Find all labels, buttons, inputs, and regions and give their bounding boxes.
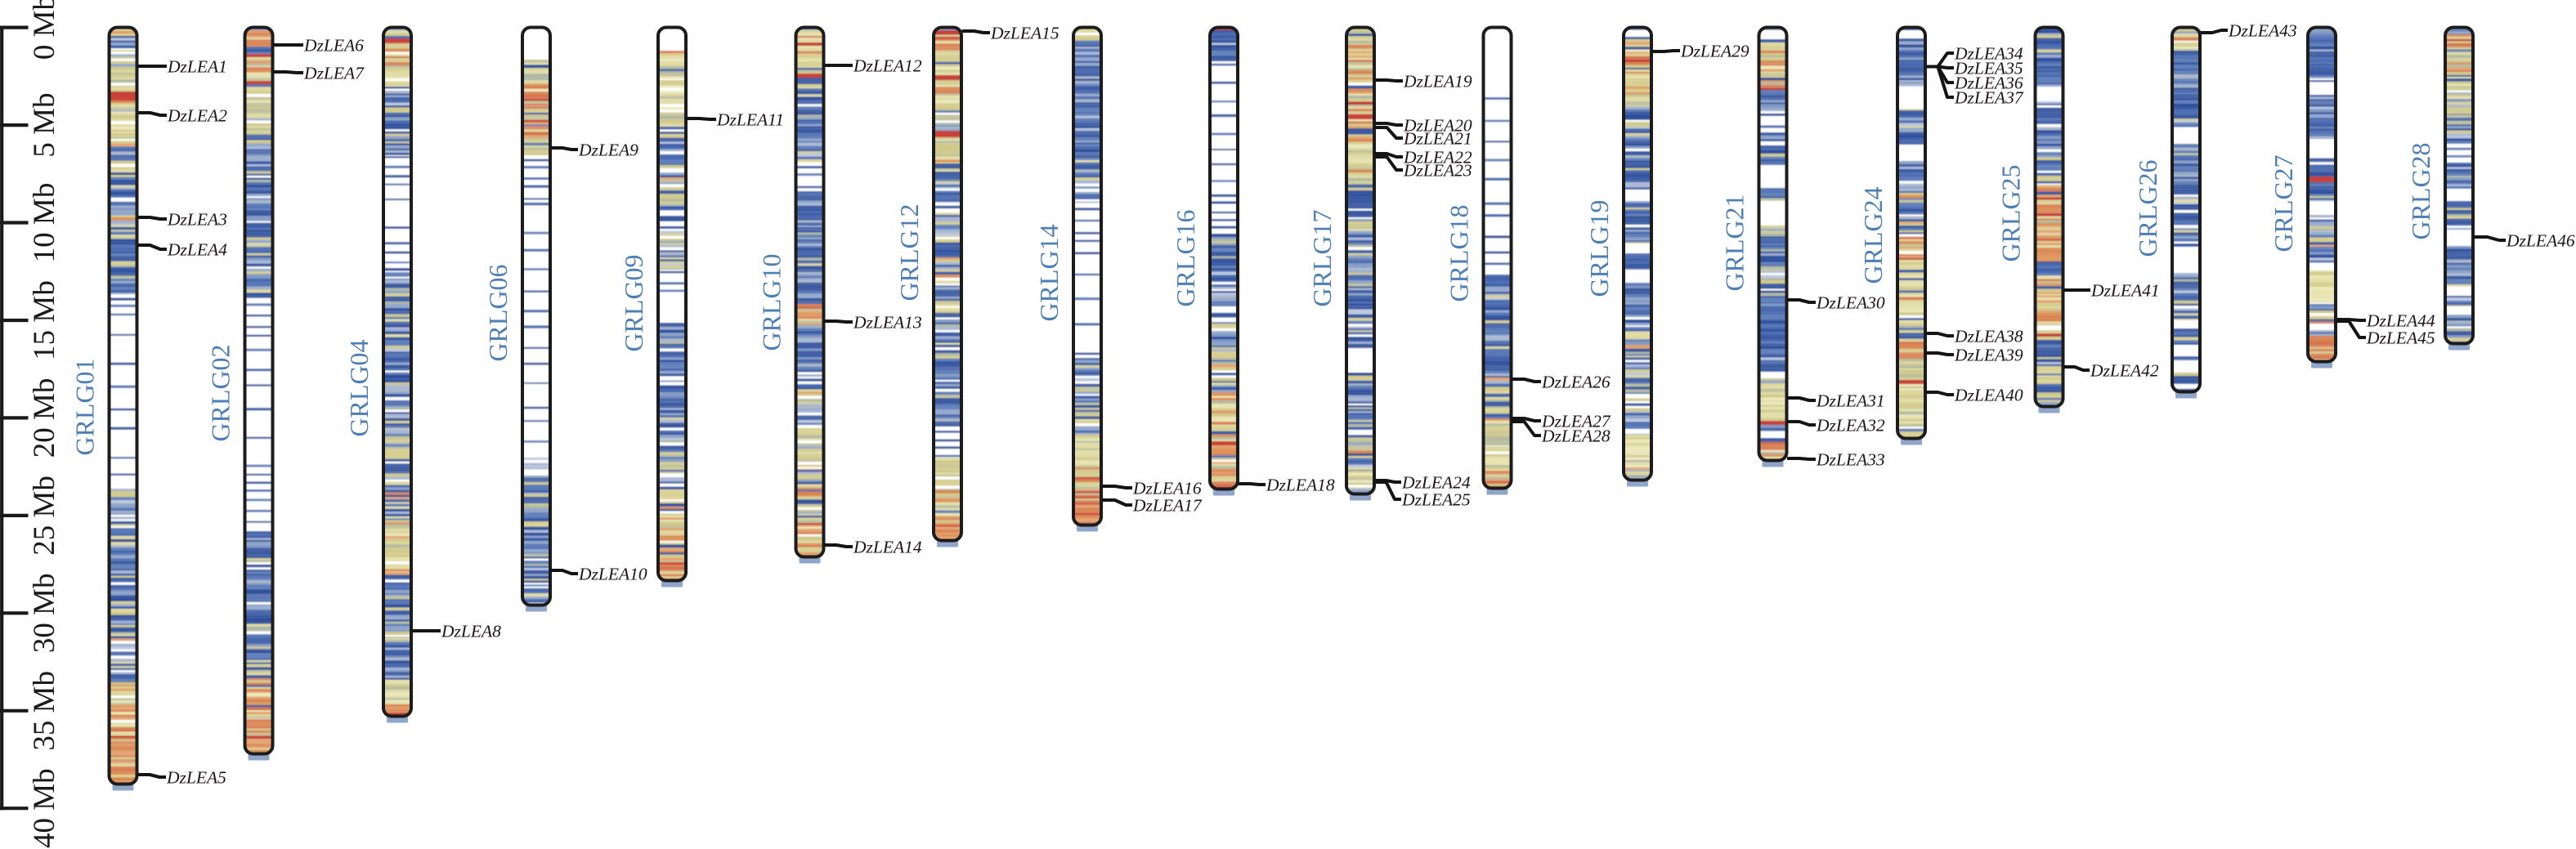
svg-text:DzLEA43: DzLEA43 xyxy=(2228,20,2297,40)
svg-text:DzLEA5: DzLEA5 xyxy=(166,767,226,787)
svg-text:DzLEA28: DzLEA28 xyxy=(1541,426,1611,445)
svg-text:DzLEA14: DzLEA14 xyxy=(853,537,922,556)
svg-text:DzLEA11: DzLEA11 xyxy=(716,109,784,129)
svg-text:DzLEA32: DzLEA32 xyxy=(1816,415,1885,435)
svg-text:DzLEA38: DzLEA38 xyxy=(1954,326,2023,346)
svg-text:DzLEA6: DzLEA6 xyxy=(303,35,364,55)
svg-text:DzLEA45: DzLEA45 xyxy=(2366,328,2435,347)
svg-text:DzLEA36: DzLEA36 xyxy=(1954,73,2023,92)
svg-text:DzLEA35: DzLEA35 xyxy=(1954,58,2023,78)
svg-text:10 Mb: 10 Mb xyxy=(28,183,61,263)
svg-text:DzLEA12: DzLEA12 xyxy=(853,56,922,75)
svg-text:DzLEA46: DzLEA46 xyxy=(2506,230,2575,250)
svg-text:DzLEA23: DzLEA23 xyxy=(1403,160,1472,180)
svg-text:DzLEA34: DzLEA34 xyxy=(1954,43,2023,63)
svg-text:40 Mb: 40 Mb xyxy=(28,768,61,848)
svg-text:DzLEA30: DzLEA30 xyxy=(1816,293,1885,312)
svg-text:DzLEA17: DzLEA17 xyxy=(1132,495,1203,515)
svg-text:DzLEA9: DzLEA9 xyxy=(578,140,638,159)
svg-text:DzLEA41: DzLEA41 xyxy=(2090,280,2160,300)
svg-text:GRLG16: GRLG16 xyxy=(1171,209,1200,306)
svg-text:GRLG09: GRLG09 xyxy=(619,254,648,351)
svg-text:DzLEA18: DzLEA18 xyxy=(1266,475,1335,494)
svg-text:GRLG19: GRLG19 xyxy=(1584,199,1614,297)
svg-text:GRLG12: GRLG12 xyxy=(894,203,924,301)
svg-text:DzLEA3: DzLEA3 xyxy=(167,209,227,229)
svg-text:DzLEA21: DzLEA21 xyxy=(1403,128,1472,148)
svg-text:DzLEA24: DzLEA24 xyxy=(1401,472,1471,492)
svg-text:GRLG06: GRLG06 xyxy=(483,264,513,361)
svg-text:GRLG25: GRLG25 xyxy=(1996,164,2026,261)
svg-text:DzLEA25: DzLEA25 xyxy=(1401,489,1471,509)
svg-text:DzLEA26: DzLEA26 xyxy=(1541,372,1611,391)
svg-text:DzLEA1: DzLEA1 xyxy=(167,56,227,76)
svg-text:DzLEA19: DzLEA19 xyxy=(1403,71,1472,91)
svg-text:DzLEA4: DzLEA4 xyxy=(167,239,227,259)
svg-text:0 Mb: 0 Mb xyxy=(28,0,61,60)
svg-text:DzLEA37: DzLEA37 xyxy=(1954,87,2024,107)
svg-text:DzLEA8: DzLEA8 xyxy=(441,621,501,641)
svg-text:20 Mb: 20 Mb xyxy=(28,378,61,458)
svg-text:GRLG14: GRLG14 xyxy=(1034,224,1064,321)
svg-text:GRLG18: GRLG18 xyxy=(1445,204,1474,302)
svg-text:DzLEA44: DzLEA44 xyxy=(2366,311,2435,330)
svg-text:DzLEA33: DzLEA33 xyxy=(1816,449,1885,469)
svg-text:GRLG17: GRLG17 xyxy=(1307,209,1337,306)
svg-text:DzLEA42: DzLEA42 xyxy=(2090,360,2159,380)
svg-text:5 Mb: 5 Mb xyxy=(28,93,61,158)
svg-text:DzLEA39: DzLEA39 xyxy=(1954,345,2023,364)
svg-text:DzLEA40: DzLEA40 xyxy=(1954,385,2023,404)
svg-text:GRLG21: GRLG21 xyxy=(1720,194,1749,291)
svg-text:DzLEA15: DzLEA15 xyxy=(990,23,1060,42)
svg-text:25 Mb: 25 Mb xyxy=(28,476,61,556)
svg-text:30 Mb: 30 Mb xyxy=(28,573,61,653)
svg-text:15 Mb: 15 Mb xyxy=(28,280,61,360)
svg-text:GRLG10: GRLG10 xyxy=(757,253,786,351)
svg-text:DzLEA7: DzLEA7 xyxy=(303,63,365,83)
svg-text:DzLEA2: DzLEA2 xyxy=(167,105,227,125)
svg-text:GRLG24: GRLG24 xyxy=(1858,186,1888,284)
svg-text:DzLEA29: DzLEA29 xyxy=(1680,41,1749,60)
svg-text:35 Mb: 35 Mb xyxy=(28,671,61,751)
svg-text:GRLG02: GRLG02 xyxy=(206,344,235,441)
svg-text:GRLG26: GRLG26 xyxy=(2133,159,2162,257)
svg-text:GRLG27: GRLG27 xyxy=(2269,154,2298,252)
svg-text:GRLG04: GRLG04 xyxy=(344,339,374,436)
svg-text:GRLG28: GRLG28 xyxy=(2406,142,2435,239)
svg-text:DzLEA22: DzLEA22 xyxy=(1403,147,1472,167)
svg-text:DzLEA20: DzLEA20 xyxy=(1403,115,1472,135)
svg-text:DzLEA13: DzLEA13 xyxy=(853,312,922,332)
svg-text:DzLEA27: DzLEA27 xyxy=(1541,411,1611,431)
svg-text:GRLG01: GRLG01 xyxy=(70,358,100,455)
svg-text:DzLEA16: DzLEA16 xyxy=(1132,478,1202,498)
svg-text:DzLEA10: DzLEA10 xyxy=(578,564,647,583)
svg-text:DzLEA31: DzLEA31 xyxy=(1816,391,1885,410)
